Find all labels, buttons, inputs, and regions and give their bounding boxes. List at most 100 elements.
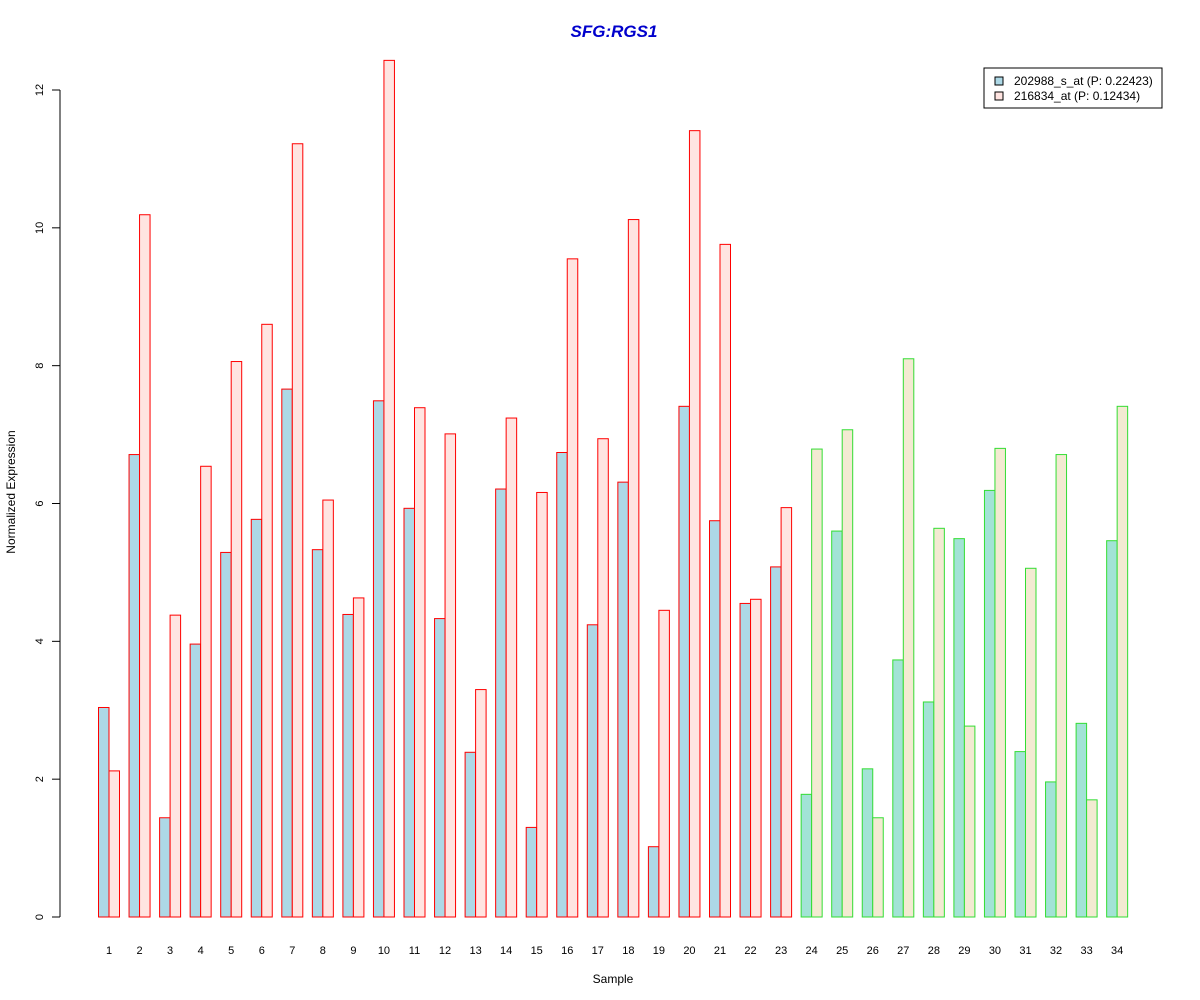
x-tick-label: 24 xyxy=(806,945,818,957)
legend-swatch-series-2 xyxy=(994,91,1004,101)
bar-series-1 xyxy=(1014,751,1026,918)
x-tick-label: 34 xyxy=(1111,945,1123,957)
x-tick-label: 25 xyxy=(836,945,848,957)
x-axis: 1 2 3 4 5 6 7 8 9 10 11 12 13 14 15 16 17 18 19 20 21 22 23 24 2… xyxy=(106,945,1123,957)
x-tick-label: 15 xyxy=(531,945,543,957)
x-tick-label: 10 xyxy=(378,945,390,957)
bar-series-1 xyxy=(189,643,202,918)
bar-series-2 xyxy=(811,448,823,918)
bar-series-2 xyxy=(1025,567,1037,918)
bar-series-1 xyxy=(861,768,874,918)
x-tick-label: 27 xyxy=(897,945,909,957)
bar-series-1 xyxy=(586,624,599,918)
bar-series-2 xyxy=(841,429,854,918)
bar-series-1 xyxy=(709,520,721,918)
x-tick-label: 12 xyxy=(439,945,451,957)
bar-series-2 xyxy=(352,597,365,918)
bar-series-1 xyxy=(525,826,538,918)
bar-series-1 xyxy=(922,701,935,918)
y-tick-label: 2 xyxy=(34,776,46,782)
bar-series-2 xyxy=(108,770,120,918)
bar-series-1 xyxy=(220,551,232,918)
bar-series-2 xyxy=(1055,454,1068,918)
bar-series-1 xyxy=(1106,540,1118,918)
bar-series-1 xyxy=(739,602,752,918)
chart-title: SFG:RGS1 xyxy=(571,22,658,41)
bar-series-2 xyxy=(1086,799,1098,918)
bar-series-1 xyxy=(1045,781,1057,918)
x-tick-label: 6 xyxy=(259,945,265,957)
x-tick-label: 21 xyxy=(714,945,726,957)
x-tick-label: 29 xyxy=(958,945,970,957)
bar-series-2 xyxy=(322,499,334,918)
x-tick-label: 4 xyxy=(198,945,204,957)
bar-series-1 xyxy=(403,507,415,918)
bar-series-2 xyxy=(1116,405,1129,918)
x-tick-label: 8 xyxy=(320,945,326,957)
x-axis-label: Sample xyxy=(593,972,634,986)
bar-series-1 xyxy=(800,793,813,918)
bar-series-1 xyxy=(831,530,843,918)
bar-series-1 xyxy=(678,405,690,918)
bar-series-2 xyxy=(872,817,884,918)
bar-series-2 xyxy=(139,214,151,918)
y-tick-label: 10 xyxy=(34,222,46,234)
bar-series-2 xyxy=(963,725,976,918)
bar-series-1 xyxy=(983,489,996,918)
bar-series-2 xyxy=(444,433,457,918)
legend-swatch-series-1 xyxy=(994,76,1004,86)
y-tick-label: 12 xyxy=(34,84,46,96)
bar-series-1 xyxy=(770,566,782,918)
bar-series-2 xyxy=(902,358,915,918)
bar-series-1 xyxy=(892,659,904,918)
bar-series-2 xyxy=(505,417,518,918)
bar-series-1 xyxy=(647,846,660,918)
x-tick-label: 33 xyxy=(1080,945,1092,957)
bar-series-2 xyxy=(200,465,212,918)
x-tick-label: 28 xyxy=(928,945,940,957)
x-tick-label: 23 xyxy=(775,945,787,957)
bar-series-1 xyxy=(953,538,965,918)
bar-series-2 xyxy=(994,447,1006,918)
bar-series-2 xyxy=(933,527,945,918)
x-tick-label: 13 xyxy=(469,945,481,957)
y-tick-label: 0 xyxy=(34,914,46,920)
x-tick-label: 1 xyxy=(106,945,112,957)
x-tick-label: 14 xyxy=(500,945,512,957)
bar-series-1 xyxy=(434,618,446,918)
x-tick-label: 30 xyxy=(989,945,1001,957)
y-axis-label: Normalized Expression xyxy=(4,430,18,553)
bar-series-2 xyxy=(536,491,548,918)
x-tick-label: 3 xyxy=(167,945,173,957)
bar-series-1 xyxy=(159,817,171,918)
bars xyxy=(98,59,1129,918)
legend: 202988_s_at (P: 0.22423) 216834_at (P: 0… xyxy=(983,67,1163,109)
bar-series-1 xyxy=(464,751,477,918)
legend-box xyxy=(983,67,1163,109)
bar-series-2 xyxy=(169,614,182,918)
bar-series-1 xyxy=(311,549,324,918)
bar-series-2 xyxy=(414,407,426,918)
x-tick-label: 5 xyxy=(228,945,234,957)
bar-series-1 xyxy=(342,613,354,918)
x-tick-label: 16 xyxy=(561,945,573,957)
bar-series-1 xyxy=(281,388,293,918)
x-tick-label: 11 xyxy=(409,945,420,957)
y-axis: 0 2 4 6 8 10 12 xyxy=(34,84,61,920)
x-tick-label: 7 xyxy=(289,945,295,957)
x-tick-label: 2 xyxy=(136,945,142,957)
x-tick-label: 26 xyxy=(867,945,879,957)
bar-series-2 xyxy=(261,323,273,918)
x-tick-label: 19 xyxy=(653,945,665,957)
bar-series-1 xyxy=(495,488,507,918)
x-tick-label: 9 xyxy=(350,945,356,957)
bar-series-1 xyxy=(250,518,263,918)
bar-series-2 xyxy=(291,143,304,918)
y-tick-label: 6 xyxy=(34,500,46,506)
legend-label-series-1: 202988_s_at (P: 0.22423) xyxy=(1014,74,1153,88)
bar-series-2 xyxy=(658,609,670,918)
bar-series-2 xyxy=(597,438,609,918)
bar-series-2 xyxy=(780,507,793,918)
x-tick-label: 32 xyxy=(1050,945,1062,957)
